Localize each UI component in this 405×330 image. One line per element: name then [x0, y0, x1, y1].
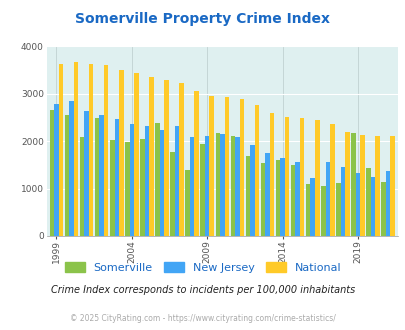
- Bar: [110, 140, 114, 236]
- Bar: [175, 126, 179, 236]
- Bar: [104, 65, 108, 236]
- Bar: [295, 162, 299, 236]
- Bar: [170, 152, 175, 236]
- Bar: [350, 133, 355, 236]
- Bar: [69, 101, 74, 236]
- Bar: [320, 186, 325, 236]
- Bar: [340, 167, 344, 236]
- Bar: [355, 173, 359, 236]
- Bar: [264, 153, 269, 236]
- Bar: [325, 162, 329, 236]
- Bar: [144, 126, 149, 236]
- Bar: [140, 139, 144, 236]
- Bar: [245, 156, 249, 236]
- Bar: [84, 111, 89, 236]
- Bar: [310, 178, 314, 236]
- Bar: [65, 115, 69, 236]
- Bar: [49, 110, 54, 236]
- Bar: [209, 96, 213, 236]
- Bar: [249, 145, 254, 236]
- Bar: [194, 91, 198, 236]
- Bar: [385, 172, 389, 236]
- Bar: [114, 119, 119, 236]
- Bar: [389, 136, 394, 236]
- Text: Crime Index corresponds to incidents per 100,000 inhabitants: Crime Index corresponds to incidents per…: [51, 285, 354, 295]
- Bar: [134, 73, 138, 236]
- Bar: [305, 184, 310, 236]
- Bar: [224, 97, 228, 236]
- Bar: [230, 136, 234, 236]
- Bar: [59, 64, 63, 236]
- Bar: [254, 105, 258, 236]
- Bar: [329, 124, 334, 236]
- Bar: [129, 124, 134, 236]
- Bar: [190, 137, 194, 236]
- Bar: [314, 120, 319, 236]
- Bar: [279, 158, 284, 236]
- Bar: [179, 83, 183, 236]
- Bar: [200, 145, 205, 236]
- Text: Somerville Property Crime Index: Somerville Property Crime Index: [75, 12, 330, 25]
- Bar: [95, 118, 99, 236]
- Bar: [185, 171, 190, 236]
- Legend: Somerville, New Jersey, National: Somerville, New Jersey, National: [60, 258, 345, 278]
- Bar: [164, 81, 168, 236]
- Bar: [370, 177, 374, 236]
- Text: © 2025 CityRating.com - https://www.cityrating.com/crime-statistics/: © 2025 CityRating.com - https://www.city…: [70, 314, 335, 323]
- Bar: [215, 134, 220, 236]
- Bar: [54, 104, 59, 236]
- Bar: [284, 117, 289, 236]
- Bar: [344, 132, 349, 236]
- Bar: [155, 122, 159, 236]
- Bar: [234, 137, 239, 236]
- Bar: [290, 165, 295, 236]
- Bar: [205, 136, 209, 236]
- Bar: [125, 142, 129, 236]
- Bar: [239, 99, 243, 236]
- Bar: [275, 160, 279, 236]
- Bar: [89, 64, 93, 236]
- Bar: [299, 118, 304, 236]
- Bar: [359, 135, 364, 236]
- Bar: [365, 168, 370, 236]
- Bar: [269, 113, 274, 236]
- Bar: [260, 163, 264, 236]
- Bar: [335, 183, 340, 236]
- Bar: [149, 77, 153, 236]
- Bar: [74, 62, 78, 236]
- Bar: [220, 134, 224, 236]
- Bar: [80, 137, 84, 236]
- Bar: [374, 136, 379, 236]
- Bar: [119, 70, 123, 236]
- Bar: [159, 130, 164, 236]
- Bar: [380, 182, 385, 236]
- Bar: [99, 115, 104, 236]
